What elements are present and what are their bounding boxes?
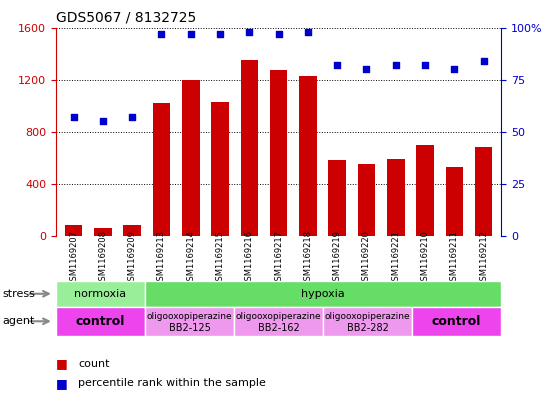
Point xyxy=(216,31,225,37)
Text: agent: agent xyxy=(3,316,35,326)
Point xyxy=(362,66,371,72)
Point xyxy=(274,31,283,37)
Point xyxy=(128,114,137,120)
Bar xyxy=(123,225,141,236)
Bar xyxy=(65,225,82,236)
Text: GSM1169221: GSM1169221 xyxy=(391,230,400,286)
Point xyxy=(304,29,312,35)
Text: GSM1169214: GSM1169214 xyxy=(186,230,195,286)
Bar xyxy=(412,307,501,336)
Text: count: count xyxy=(78,358,110,369)
Bar xyxy=(153,103,170,236)
Text: GSM1169217: GSM1169217 xyxy=(274,230,283,286)
Text: hypoxia: hypoxia xyxy=(301,289,345,299)
Point xyxy=(421,62,430,68)
Bar xyxy=(211,102,229,236)
Text: GSM1169207: GSM1169207 xyxy=(69,230,78,286)
Bar xyxy=(328,160,346,236)
Text: GSM1169215: GSM1169215 xyxy=(216,230,225,286)
Bar xyxy=(241,60,258,236)
Point xyxy=(333,62,342,68)
Text: oligooxopiperazine: oligooxopiperazine xyxy=(236,312,321,321)
Bar xyxy=(234,307,323,336)
Text: normoxia: normoxia xyxy=(74,289,127,299)
Bar xyxy=(182,79,199,236)
Bar xyxy=(323,307,412,336)
Text: ■: ■ xyxy=(56,357,68,370)
Bar xyxy=(270,70,287,236)
Text: BB2-125: BB2-125 xyxy=(169,323,211,333)
Text: control: control xyxy=(432,315,482,328)
Text: GSM1169219: GSM1169219 xyxy=(333,230,342,286)
Text: BB2-162: BB2-162 xyxy=(258,323,300,333)
Bar xyxy=(56,307,145,336)
Point xyxy=(391,62,400,68)
Text: GSM1169211: GSM1169211 xyxy=(450,230,459,286)
Bar xyxy=(56,281,145,307)
Text: GSM1169208: GSM1169208 xyxy=(99,230,108,286)
Bar xyxy=(446,167,463,236)
Text: GSM1169213: GSM1169213 xyxy=(157,230,166,286)
Point xyxy=(69,114,78,120)
Text: control: control xyxy=(76,315,125,328)
Bar xyxy=(94,228,111,236)
Text: GSM1169209: GSM1169209 xyxy=(128,230,137,286)
Text: GDS5067 / 8132725: GDS5067 / 8132725 xyxy=(56,11,196,25)
Text: percentile rank within the sample: percentile rank within the sample xyxy=(78,378,266,388)
Text: oligooxopiperazine: oligooxopiperazine xyxy=(147,312,232,321)
Text: GSM1169220: GSM1169220 xyxy=(362,230,371,286)
Point xyxy=(245,29,254,35)
Text: BB2-282: BB2-282 xyxy=(347,323,389,333)
Bar xyxy=(387,159,404,236)
Point xyxy=(186,31,195,37)
Bar xyxy=(299,76,316,236)
Text: ■: ■ xyxy=(56,376,68,390)
Point xyxy=(157,31,166,37)
Text: GSM1169210: GSM1169210 xyxy=(421,230,430,286)
Text: GSM1169212: GSM1169212 xyxy=(479,230,488,286)
Text: GSM1169218: GSM1169218 xyxy=(304,230,312,286)
Bar xyxy=(358,164,375,236)
Point xyxy=(450,66,459,72)
Bar xyxy=(416,145,434,236)
Bar xyxy=(145,281,501,307)
Text: oligooxopiperazine: oligooxopiperazine xyxy=(325,312,410,321)
Bar xyxy=(145,307,234,336)
Text: GSM1169216: GSM1169216 xyxy=(245,230,254,286)
Text: stress: stress xyxy=(3,289,36,299)
Bar xyxy=(475,147,492,236)
Point xyxy=(479,58,488,64)
Point xyxy=(99,118,108,124)
